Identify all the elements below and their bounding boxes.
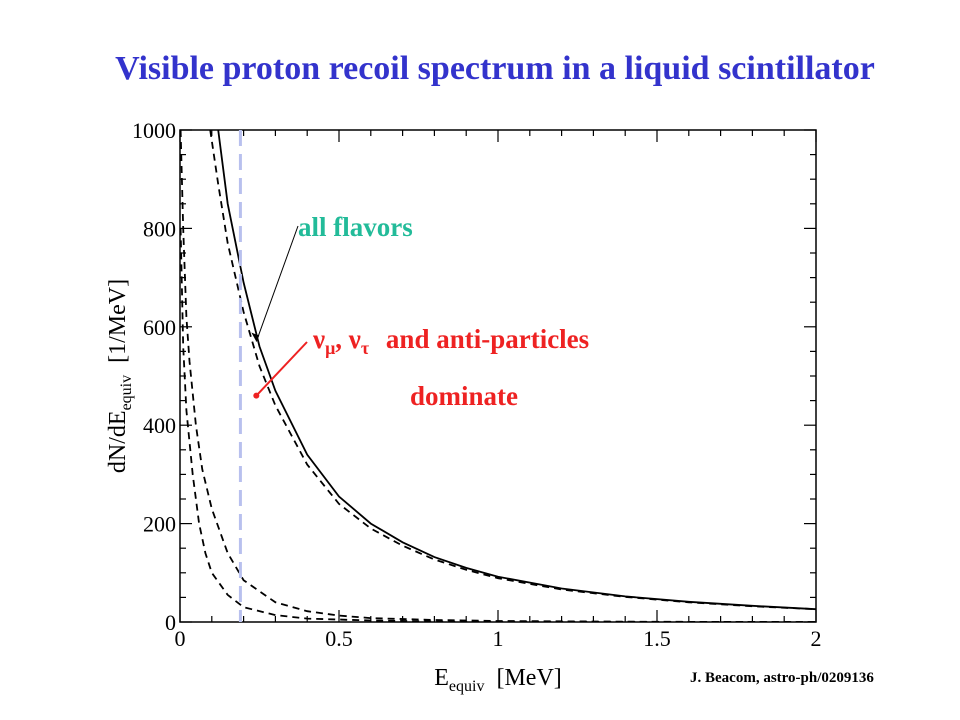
nu-mu-symbol: ν [312, 324, 325, 354]
x-tick-label: 2 [811, 626, 822, 651]
y-axis-label: dN/dEequiv [1/MeV] [105, 279, 135, 473]
x-axis-label-unit: [MeV] [496, 665, 561, 691]
anti-particles-text: and anti-particles [379, 324, 589, 354]
tau-subscript: τ [361, 338, 370, 358]
annotation-all-flavors-pointer [255, 225, 299, 342]
curve-4 [180, 228, 816, 622]
curve-1 [217, 130, 816, 611]
y-tick-label: 600 [143, 315, 176, 340]
x-axis-label-sub: equiv [449, 678, 485, 695]
x-tick-label: 0 [175, 626, 186, 651]
x-tick-label: 1 [493, 626, 504, 651]
mu-subscript: μ [325, 338, 335, 358]
y-tick-label: 0 [165, 610, 176, 635]
y-axis-label-unit: [1/MeV] [105, 279, 131, 363]
annotation-mu-tau-arrowhead [253, 392, 260, 399]
annotation-all-flavors-arrowhead [251, 332, 260, 342]
y-tick-label: 400 [143, 413, 176, 438]
curve-2 [209, 130, 816, 611]
y-tick-label: 200 [143, 512, 176, 537]
slide-title: Visible proton recoil spectrum in a liqu… [115, 50, 875, 87]
x-axis-label-main: E [434, 665, 449, 691]
annotation-dominate: dominate [410, 381, 518, 411]
annotation-mu-tau: νμ, ντ and anti-particles [312, 324, 589, 358]
annotation-all-flavors: all flavors [298, 212, 413, 242]
annotation-mu-tau-pointer [255, 341, 308, 397]
y-tick-label: 800 [143, 216, 176, 241]
y-tick-label: 1000 [132, 118, 176, 143]
x-axis-label: Eequiv [MeV] [434, 665, 562, 695]
x-tick-label: 0.5 [325, 626, 353, 651]
y-axis-label-main: dN/dE [105, 410, 131, 473]
nu-tau-symbol: ν [348, 324, 361, 354]
curve-3 [180, 130, 816, 622]
credit: J. Beacom, astro-ph/0209136 [690, 670, 874, 686]
tick-labels: 0 0.5 1 1.5 2 0 200 400 600 800 1000 [132, 118, 822, 651]
x-tick-label: 1.5 [643, 626, 671, 651]
comma: , [335, 324, 349, 354]
y-axis-label-sub: equiv [118, 375, 135, 411]
